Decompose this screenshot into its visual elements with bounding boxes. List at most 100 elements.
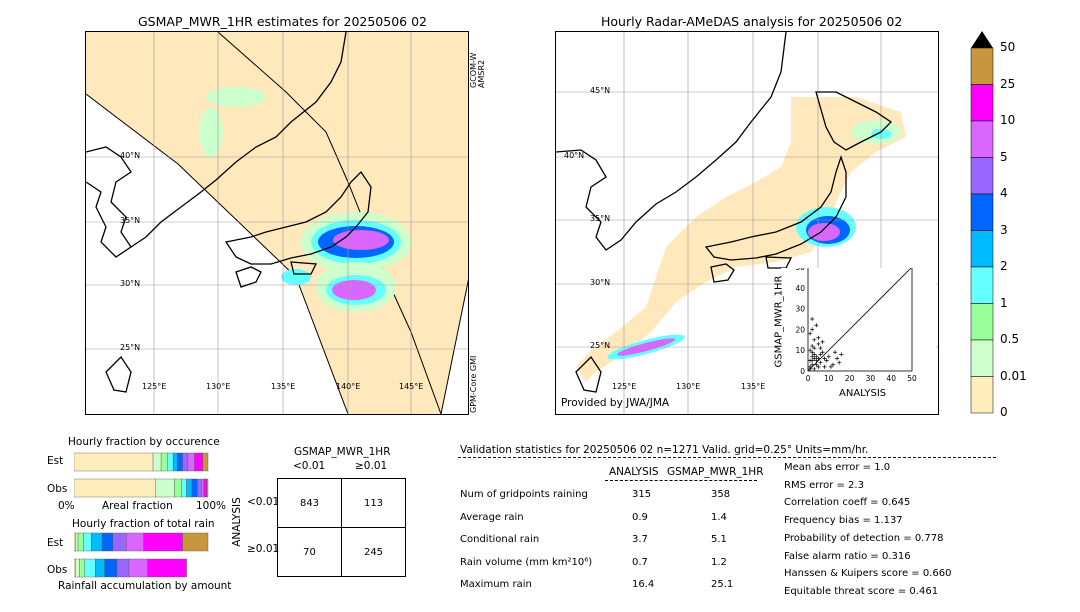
right-map-canvas (556, 32, 938, 414)
contingency-cell: 70 (277, 527, 342, 577)
swath-label-bottom: GPM-Core GMI (469, 355, 478, 413)
left-map-canvas (86, 32, 468, 414)
stack-segment (112, 532, 127, 552)
scatter-point (833, 350, 838, 355)
colorbar-tick: 10 (1000, 113, 1016, 127)
stack-segment (147, 558, 187, 578)
scatter-point (830, 362, 835, 367)
stack-segment (202, 452, 209, 472)
stack-segment (194, 452, 203, 472)
lat-label: 35°N (590, 214, 611, 223)
stack-segment (126, 532, 144, 552)
colorbar-tick: 50 (1000, 40, 1016, 54)
scatter-point (814, 362, 819, 367)
colorbar-tick: 2 (1000, 259, 1008, 273)
credit-text: Provided by JWA/JMA (561, 397, 670, 409)
stats-header: Validation statistics for 20250506 02 n=… (460, 444, 869, 456)
stack-segment (172, 452, 178, 472)
contingency-row-1: ≥0.01 (247, 543, 280, 555)
occurrence-chart: Hourly fraction by occurence Est Obs 0% … (40, 436, 240, 526)
stats-gsmap-value: 358 (711, 489, 731, 500)
stack-segment (203, 478, 207, 498)
contingency-cell: 113 (341, 478, 406, 528)
stack-segment (128, 558, 148, 578)
scatter-xtick: 50 (907, 374, 917, 383)
score-line: Probability of detection = 0.778 (784, 532, 944, 544)
colorbar-tick: 0.01 (1000, 368, 1027, 383)
colorbar-tick: 0.5 (1000, 332, 1020, 346)
lon-label: 125°E (142, 382, 167, 391)
scatter-point (808, 358, 813, 363)
lat-label: 40°N (564, 151, 585, 160)
stack-segment (186, 478, 193, 498)
contingency-table: 843 113 70 245 (277, 478, 406, 577)
scatter-xtick: 20 (845, 374, 855, 383)
scatter-point (808, 348, 813, 353)
scatter-point (820, 350, 825, 355)
stack-segment (104, 558, 118, 578)
stats-analysis-value: 3.7 (632, 534, 648, 545)
stack-segment (160, 452, 168, 472)
total-rain-chart: Hourly fraction of total rain Est Obs Ra… (40, 516, 240, 606)
occ-cat-obs: Obs (47, 483, 68, 495)
stack-segment (95, 558, 106, 578)
stats-row-label: Average rain (460, 511, 524, 523)
stack-segment (83, 532, 92, 552)
occurrence-bars (74, 452, 209, 498)
stack-segment (182, 532, 209, 552)
stack-segment (84, 558, 96, 578)
contingency-title: GSMAP_MWR_1HR (294, 446, 391, 458)
stats-analysis-value: 315 (632, 489, 652, 500)
scatter-point (814, 358, 819, 363)
stack-segment (187, 452, 195, 472)
scatter-point (814, 323, 819, 328)
stack-segment (155, 478, 175, 498)
scatter-point (810, 327, 815, 332)
stats-row-label: Num of gridpoints raining (460, 489, 588, 500)
colorbar-tick: 1 (1000, 295, 1008, 310)
lon-label: 145°E (399, 382, 424, 391)
stack-segment (180, 478, 187, 498)
stats-analysis-value: 0.9 (632, 511, 648, 523)
scatter-ytick: 50 (795, 268, 805, 272)
stack-segment (167, 452, 174, 472)
colorbar-tick: 25 (1000, 76, 1016, 91)
lat-label: 30°N (120, 279, 141, 288)
scatter-ytick: 10 (795, 346, 805, 355)
lon-label: 130°E (206, 382, 231, 391)
stats-row-label: Rain volume (mm km²10⁶) (460, 556, 593, 568)
occ-xtick-1: 100% (196, 500, 227, 512)
swath-label-top: GCOM-W AMSR2 (469, 52, 486, 88)
stack-segment (75, 532, 79, 552)
colorbar-tick: 5 (1000, 149, 1008, 164)
scatter-point (812, 352, 817, 357)
stack-segment (191, 478, 198, 498)
left-map-title: GSMAP_MWR_1HR estimates for 20250506 02 (138, 14, 427, 29)
colorbar-segment (970, 47, 994, 85)
lon-label: 140°E (336, 382, 361, 391)
score-line: Correlation coeff = 0.645 (784, 497, 911, 509)
scatter-xtick: 10 (824, 374, 834, 383)
scatter-point (816, 341, 821, 346)
contingency-cell: 843 (277, 478, 342, 528)
occurrence-title: Hourly fraction by occurence (68, 436, 220, 448)
stack-segment (152, 452, 162, 472)
lon-label: 135°E (271, 382, 296, 391)
colorbar-tick: 4 (1000, 186, 1008, 200)
stats-col-divider (605, 480, 757, 481)
stats-divider (458, 457, 996, 458)
scatter-plot: 0 10 20 30 40 50 0 10 20 30 40 50 (795, 263, 917, 383)
stack-segment (74, 532, 76, 552)
stack-segment (91, 532, 103, 552)
scatter-point (810, 350, 815, 355)
colorbar-segment (970, 230, 994, 268)
stack-segment (74, 452, 154, 472)
score-line: Frequency bias = 1.137 (784, 515, 903, 527)
scatter-point (812, 366, 817, 371)
colorbar-extend-arrow (971, 31, 993, 48)
stats-col-analysis: ANALYSIS (609, 466, 659, 478)
scatter-point (812, 356, 817, 361)
stack-segment (79, 558, 85, 578)
colorbar-bar (970, 31, 994, 414)
colorbar-segment (970, 193, 994, 231)
